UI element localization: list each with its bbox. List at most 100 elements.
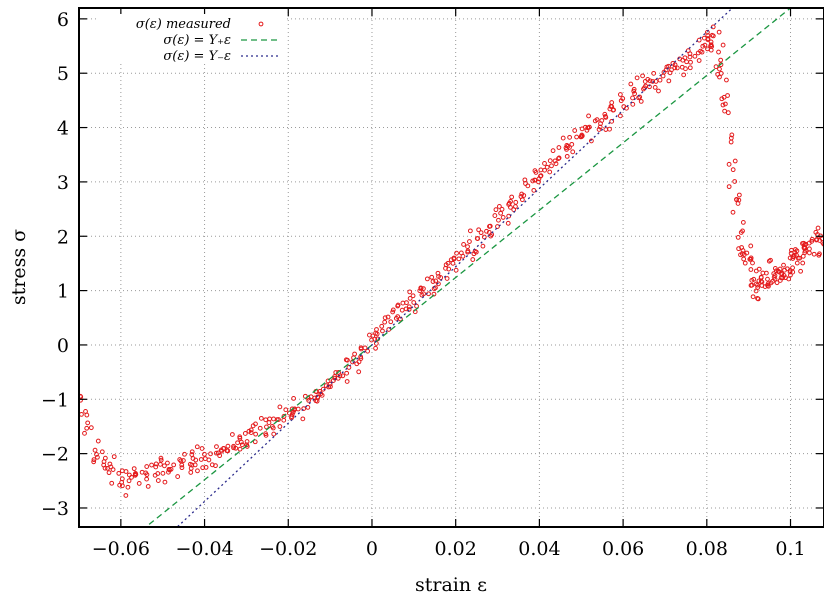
data-point [116,470,122,476]
data-point [807,246,812,252]
data-point [738,230,744,235]
data-point [586,113,591,119]
plot-frame [78,7,824,528]
data-point [684,59,689,65]
data-point [570,149,576,155]
data-point [171,462,177,468]
data-point [476,227,482,233]
data-point [289,412,295,417]
data-point [634,75,640,81]
axis-ticks: −0.06 −0.04 −0.02 0 0.02 0.04 0.06 0.08 0.1 −3 −2 −… [41,8,824,560]
data-point [91,457,97,463]
x-tick-label: 0 [366,538,378,560]
data-point [418,285,424,291]
data-point [569,141,575,147]
data-point [650,79,656,84]
data-point [117,482,123,488]
data-point [407,295,413,301]
legend-background [96,14,286,64]
data-point [158,455,164,461]
data-point [755,282,760,288]
data-point [624,105,629,111]
data-point [781,273,787,278]
data-point [155,478,161,483]
data-point [365,348,371,354]
data-point [772,265,778,271]
data-point [726,161,732,167]
data-point [637,94,643,100]
data-point [94,452,99,457]
data-point [264,424,269,430]
data-point [486,230,492,235]
data-point [721,94,727,100]
data-point [424,276,430,282]
x-tick-label: 0.08 [686,538,728,560]
data-point [136,481,142,486]
data-point [119,483,125,489]
y-tick-label: 0 [57,335,69,357]
data-point [369,337,374,343]
data-point [263,431,268,437]
data-point [233,445,239,451]
data-point [335,375,341,381]
data-point [567,134,573,140]
data-point [129,474,134,480]
data-point [798,268,804,274]
data-point [336,370,341,375]
y-tick-label: −3 [41,498,69,520]
data-point [343,357,349,363]
data-point [720,42,726,48]
data-point [84,412,90,418]
data-point [813,229,819,235]
data-point [123,469,129,474]
data-point [346,365,352,370]
data-point [344,370,350,376]
data-point [300,416,306,422]
data-point [736,192,742,198]
data-point [755,296,761,302]
data-point [380,328,385,334]
data-point [108,464,114,470]
data-point [308,394,314,400]
data-point [542,167,547,173]
data-point [547,158,553,164]
data-point [456,256,462,262]
data-point [356,369,362,375]
y-tick-label: 2 [57,226,69,248]
data-point [742,260,748,266]
data-point [419,292,425,298]
data-point [250,423,256,429]
data-point [88,425,94,431]
data-point [328,384,333,390]
data-point [716,29,722,35]
data-point [538,173,543,179]
data-point [102,455,108,461]
data-point [718,57,724,63]
data-point [741,252,747,257]
y-tick-label: −1 [41,389,69,411]
data-point [406,307,412,312]
data-point [710,33,716,39]
data-point [495,224,500,229]
data-point [567,145,572,150]
data-point [248,427,254,433]
data-point [508,198,513,204]
data-point [734,197,740,203]
x-tick-label: −0.02 [259,538,317,560]
data-point [696,58,702,63]
data-point [109,480,115,486]
data-point [374,331,380,337]
data-point [258,415,264,421]
data-point [640,73,645,79]
y-axis-title: stress σ [8,229,30,305]
legend-label: σ(ε) measured [136,17,231,32]
data-point [499,206,505,212]
data-point [542,161,547,166]
data-point [816,252,822,258]
data-point [182,451,187,457]
data-point [435,270,441,276]
data-point [194,444,200,450]
data-point [599,118,605,123]
data-point [666,78,672,84]
data-point [766,283,771,289]
